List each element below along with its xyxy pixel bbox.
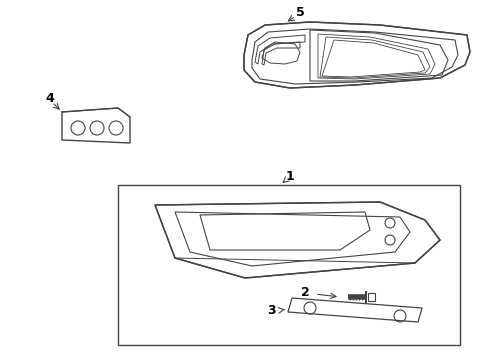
Polygon shape — [244, 22, 469, 88]
Polygon shape — [367, 293, 374, 301]
Bar — [118, 185, 459, 345]
Text: 3: 3 — [267, 303, 276, 316]
Text: 5: 5 — [295, 5, 304, 18]
Polygon shape — [155, 202, 439, 278]
Text: 1: 1 — [285, 171, 294, 184]
Text: 4: 4 — [45, 91, 54, 104]
Polygon shape — [62, 108, 130, 143]
Text: 2: 2 — [300, 287, 309, 300]
Polygon shape — [287, 298, 421, 322]
